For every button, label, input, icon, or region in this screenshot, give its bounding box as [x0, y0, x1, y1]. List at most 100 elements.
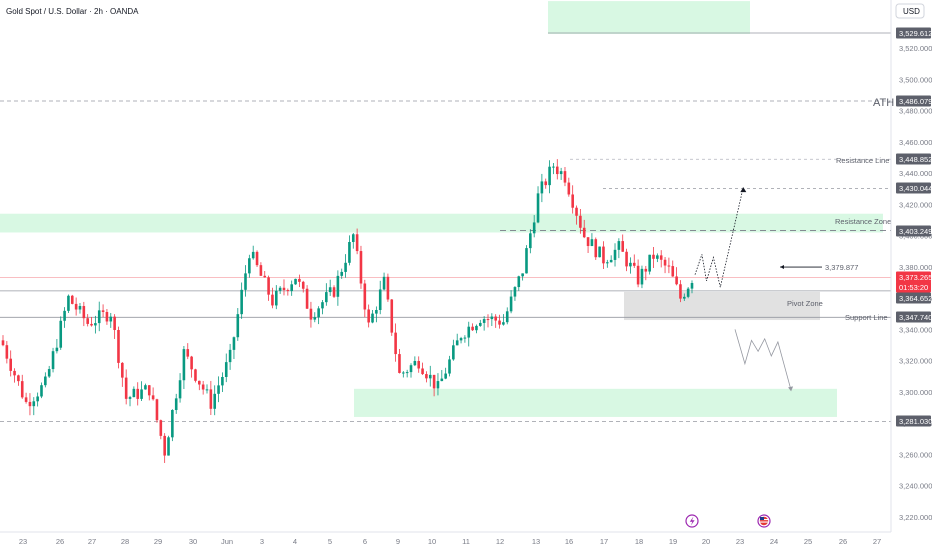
candle-body	[44, 376, 47, 386]
candle-body	[502, 322, 505, 325]
resistance-zone	[0, 213, 883, 233]
resistance-zone-label: Resistance Zone	[835, 217, 891, 226]
price-tick-label: 3,420.000	[899, 200, 932, 209]
time-tick-label: 16	[565, 537, 573, 546]
candle-body	[221, 376, 224, 386]
candle-body	[521, 273, 524, 277]
candle-body	[194, 369, 197, 381]
candle-body	[505, 311, 509, 323]
candle-body	[590, 239, 594, 247]
candle-body	[59, 320, 63, 348]
candle-body	[113, 316, 116, 330]
candle-body	[413, 360, 417, 366]
candle-body	[101, 310, 105, 312]
candle-body	[267, 277, 270, 295]
price-tag	[896, 415, 931, 427]
projection-paths	[694, 187, 794, 392]
candle-body	[617, 241, 621, 250]
candle-body	[271, 294, 274, 306]
candle-body	[667, 265, 671, 267]
candle-body	[498, 320, 501, 325]
candle-body	[563, 171, 567, 183]
price-tag-label: 01:53:20	[899, 283, 928, 292]
candle-body	[625, 251, 628, 267]
candle-body	[86, 318, 89, 324]
candle-body	[579, 215, 582, 228]
candle-body	[679, 284, 682, 299]
pivot-zone	[624, 291, 820, 321]
price-tag-label: 3,486.079	[899, 97, 932, 106]
candle-body	[132, 388, 136, 398]
candle-body	[13, 370, 16, 376]
time-tick-label: 26	[839, 537, 847, 546]
candle-body	[1, 340, 5, 346]
price-tag	[896, 95, 931, 107]
candle-body	[575, 207, 578, 216]
candle-body	[582, 227, 586, 238]
candle-body	[640, 268, 644, 285]
candle-body	[163, 435, 166, 456]
candle-body	[240, 289, 243, 315]
currency-label: USD	[903, 7, 920, 16]
candle-body	[683, 296, 686, 299]
time-tick-label: 17	[600, 537, 608, 546]
time-tick-label: 6	[363, 537, 367, 546]
time-tick-label: 26	[56, 537, 64, 546]
candle-body	[478, 322, 482, 326]
candle-body	[690, 283, 694, 289]
price-tick-label: 3,340.000	[899, 325, 932, 334]
time-tick-label: 5	[328, 537, 332, 546]
price-tick-label: 3,440.000	[899, 169, 932, 178]
candle-body	[251, 251, 255, 259]
candle-body	[602, 246, 605, 264]
candle-body	[394, 332, 397, 355]
time-tick-label: 20	[702, 537, 710, 546]
resistance-line-label: Resistance Line	[836, 156, 889, 165]
time-tick-label: 19	[669, 537, 677, 546]
candle-body	[70, 295, 74, 304]
price-tick-label: 3,260.000	[899, 450, 932, 459]
price-tag	[896, 225, 931, 237]
ath-label: ATH	[873, 97, 894, 109]
time-tick-label: Jun	[221, 537, 233, 546]
time-tick-label: 23	[736, 537, 744, 546]
candle-body	[452, 345, 455, 360]
time-tick-label: 28	[121, 537, 129, 546]
candle-body	[644, 268, 648, 272]
candle-body	[236, 314, 240, 338]
candle-body	[405, 372, 409, 374]
candle-body	[171, 410, 174, 438]
candle-body	[47, 369, 51, 377]
candle-body	[317, 308, 320, 318]
candle-body	[90, 323, 93, 326]
candle-body	[136, 388, 140, 399]
lightning-icon[interactable]	[685, 514, 699, 528]
candle-body	[652, 254, 655, 259]
price-tick-label: 3,380.000	[899, 263, 932, 272]
currency-button[interactable]: USD	[895, 3, 925, 19]
candle-body	[448, 359, 451, 374]
time-tick-label: 13	[532, 537, 540, 546]
price-tag	[896, 271, 931, 283]
candle-body	[371, 313, 374, 323]
price-tick-label: 3,320.000	[899, 357, 932, 366]
candle-body	[298, 278, 301, 282]
candle-body	[382, 276, 386, 290]
candle-body	[128, 397, 132, 399]
candle-body	[428, 374, 432, 379]
level-lines	[0, 100, 891, 422]
candle-body	[248, 258, 251, 274]
time-tick-label: 25	[804, 537, 812, 546]
us-flag-icon[interactable]	[757, 514, 771, 528]
candle-body	[274, 290, 278, 306]
time-tick-label: 11	[462, 537, 470, 546]
candle-body	[255, 251, 259, 266]
price-tag-label: 3,403.249	[899, 227, 932, 236]
candle-body	[348, 242, 351, 263]
price-tag-label: 3,281.030	[899, 417, 932, 426]
price-tag	[896, 27, 931, 39]
time-tick-label: 9	[396, 537, 400, 546]
candle-body	[686, 288, 690, 297]
candle-body	[636, 265, 640, 285]
